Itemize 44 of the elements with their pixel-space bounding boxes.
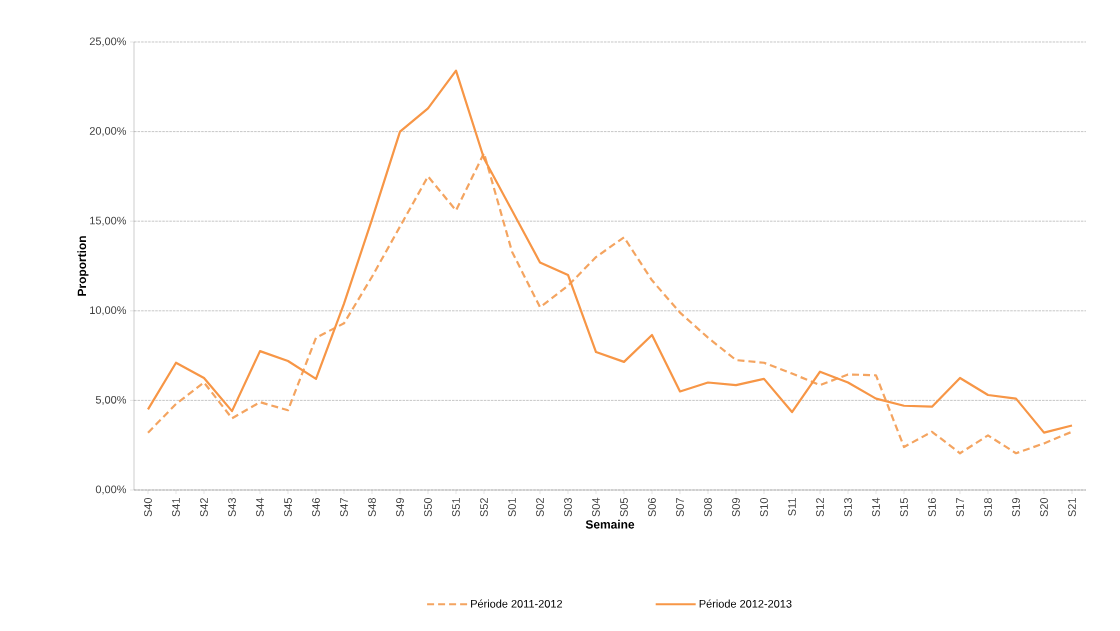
x-tick-label: S40 (144, 497, 152, 517)
x-tick-label: S15 (900, 497, 908, 517)
x-tick-label: S47 (340, 498, 348, 517)
legend-label: Période 2011-2012 (471, 599, 563, 608)
y-tick-label: 10,00% (90, 306, 127, 316)
y-tick-label: 25,00% (89, 37, 127, 47)
x-tick-label: S42 (200, 498, 208, 517)
x-tick-label: S51 (452, 498, 460, 517)
x-tick-label: S08 (704, 498, 712, 517)
y-tick-label: 0,00% (95, 485, 127, 495)
x-tick-label: S43 (228, 498, 236, 517)
x-tick-label: S10 (760, 497, 768, 517)
x-tick-label: S16 (928, 498, 936, 517)
x-tick-label: S19 (1012, 498, 1020, 517)
x-tick-label: S21 (1068, 498, 1076, 517)
x-tick-label: S14 (872, 497, 880, 517)
x-tick-label: S05 (620, 497, 628, 517)
x-tick-label: S03 (564, 498, 572, 517)
y-tick-label: 20,00% (89, 127, 127, 137)
x-tick-label: S44 (256, 497, 264, 517)
x-tick-label: S48 (368, 498, 376, 517)
x-tick-label: S49 (396, 498, 404, 517)
x-tick-label: S02 (536, 498, 544, 517)
x-tick-label: S01 (508, 498, 516, 517)
x-tick-label: S04 (592, 497, 600, 517)
x-tick-label: S18 (984, 498, 992, 517)
x-tick-label: S52 (480, 498, 488, 517)
x-tick-label: S20 (1040, 497, 1048, 517)
y-tick-label: 15,00% (90, 216, 127, 226)
y-axis-title: Proportion (77, 236, 89, 296)
legend-label: Période 2012-2013 (699, 599, 792, 608)
x-axis-title: Semaine (585, 519, 635, 529)
y-tick-label: 5,00% (95, 395, 127, 405)
x-tick-label: S13 (844, 498, 852, 517)
x-tick-label: S11 (788, 498, 796, 516)
x-tick-label: S45 (284, 497, 292, 517)
x-tick-label: S41 (172, 498, 180, 517)
x-tick-label: S46 (312, 498, 320, 517)
x-tick-label: S17 (956, 498, 964, 517)
x-tick-label: S06 (648, 498, 656, 517)
x-tick-label: S07 (676, 498, 684, 517)
x-tick-label: S50 (424, 497, 432, 517)
x-tick-label: S12 (816, 498, 824, 517)
x-tick-label: S09 (732, 498, 740, 517)
